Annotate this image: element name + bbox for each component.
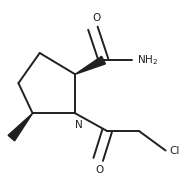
Polygon shape (8, 113, 33, 141)
Text: O: O (96, 165, 104, 175)
Text: O: O (92, 13, 101, 23)
Text: N: N (75, 120, 83, 130)
Polygon shape (75, 56, 105, 74)
Text: Cl: Cl (169, 146, 179, 155)
Text: NH$_2$: NH$_2$ (137, 53, 158, 67)
